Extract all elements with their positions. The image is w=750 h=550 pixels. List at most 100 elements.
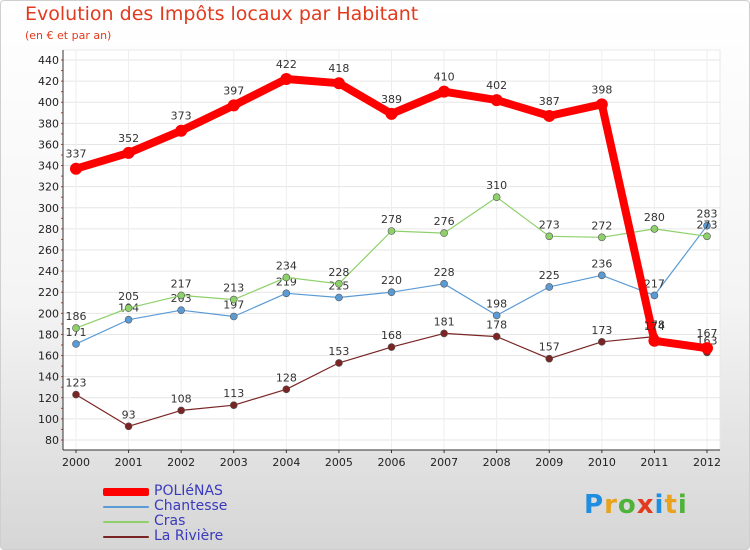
legend-swatch <box>103 506 149 508</box>
data-point <box>124 422 133 431</box>
x-tick-label: 2006 <box>378 456 406 469</box>
data-label: 197 <box>223 299 244 312</box>
data-point <box>175 124 188 137</box>
data-point <box>122 146 135 159</box>
y-tick-label: 360 <box>38 138 59 151</box>
legend-swatch <box>103 488 149 496</box>
data-point <box>387 227 396 235</box>
data-label: 213 <box>223 282 244 295</box>
data-point <box>282 385 291 394</box>
data-label: 310 <box>486 179 507 192</box>
data-point <box>598 271 606 280</box>
x-tick-label: 2008 <box>483 456 511 469</box>
data-point <box>70 162 82 175</box>
data-point <box>701 342 713 355</box>
data-point <box>282 273 291 282</box>
y-tick-label: 160 <box>38 350 59 363</box>
data-point <box>385 107 398 120</box>
data-label: 93 <box>122 408 136 421</box>
data-label: 157 <box>539 341 560 354</box>
y-tick-label: 320 <box>38 181 59 194</box>
data-label: 217 <box>171 277 192 290</box>
data-point <box>438 85 451 98</box>
data-point <box>177 291 185 300</box>
data-label: 173 <box>591 324 612 337</box>
data-label: 280 <box>644 211 665 224</box>
data-label: 181 <box>434 315 455 328</box>
data-label: 228 <box>328 266 349 279</box>
data-label: 352 <box>118 132 139 145</box>
y-tick-label: 200 <box>38 307 59 320</box>
logo-letter: P <box>584 490 605 520</box>
data-point <box>177 306 185 314</box>
y-tick-label: 280 <box>38 223 59 236</box>
data-label: 410 <box>434 71 455 84</box>
y-tick-label: 300 <box>38 202 59 215</box>
data-point <box>598 233 606 242</box>
data-point <box>280 73 293 85</box>
data-label: 398 <box>591 83 612 96</box>
data-label: 273 <box>697 218 718 231</box>
data-point <box>703 221 711 230</box>
logo-letter: o <box>617 490 637 520</box>
data-point <box>335 293 343 302</box>
legend-label: POLIéNAS <box>154 483 223 499</box>
y-tick-label: 340 <box>38 160 59 173</box>
data-point <box>440 329 448 338</box>
data-point <box>545 354 554 363</box>
data-label: 278 <box>381 213 402 226</box>
data-label: 128 <box>276 371 297 384</box>
data-point <box>492 311 501 320</box>
legend-swatch <box>103 536 149 538</box>
data-point <box>229 295 238 304</box>
legend-label: La Rivière <box>154 528 224 544</box>
data-point <box>595 98 608 111</box>
data-label: 178 <box>486 319 507 332</box>
data-point <box>387 343 396 351</box>
data-point <box>545 232 554 241</box>
data-label: 217 <box>644 277 665 290</box>
data-label: 373 <box>171 110 192 123</box>
y-tick-label: 400 <box>38 96 59 109</box>
data-point <box>227 99 240 112</box>
data-label: 220 <box>381 274 402 287</box>
legend-swatch <box>103 521 149 523</box>
data-label: 153 <box>328 345 349 358</box>
x-tick-label: 2011 <box>640 456 668 469</box>
y-tick-label: 140 <box>38 371 59 384</box>
proxiti-logo: Proxiti <box>584 490 688 520</box>
x-tick-label: 2012 <box>693 456 721 469</box>
legend-label: Chantesse <box>154 498 228 514</box>
x-tick-label: 2010 <box>588 456 616 469</box>
data-point <box>490 94 503 107</box>
y-tick-label: 80 <box>45 434 59 447</box>
logo-letter: i <box>654 490 665 520</box>
data-point <box>703 232 711 241</box>
data-label: 171 <box>66 326 87 339</box>
data-label: 174 <box>644 320 665 333</box>
data-point <box>650 225 659 233</box>
data-point <box>332 77 345 90</box>
y-tick-label: 100 <box>38 413 59 426</box>
x-tick-label: 2004 <box>272 456 300 469</box>
data-label: 225 <box>539 269 560 282</box>
data-label: 205 <box>118 290 139 303</box>
data-point <box>335 279 343 288</box>
x-tick-label: 2000 <box>62 456 90 469</box>
x-tick-label: 2003 <box>220 456 248 469</box>
data-point <box>387 288 396 297</box>
legend-label: Cras <box>154 513 186 529</box>
data-label: 397 <box>223 84 244 97</box>
data-label: 113 <box>223 387 244 400</box>
data-point <box>545 283 554 291</box>
y-tick-label: 120 <box>38 392 59 405</box>
chart-title: Evolution des Impôts locaux par Habitant <box>25 3 419 25</box>
logo-letter: x <box>636 490 655 520</box>
data-label: 272 <box>591 219 612 232</box>
data-point <box>543 109 556 122</box>
logo-letter: r <box>604 490 618 520</box>
data-label: 387 <box>539 95 560 108</box>
logo-letter: t <box>664 490 678 520</box>
data-point <box>492 332 501 341</box>
